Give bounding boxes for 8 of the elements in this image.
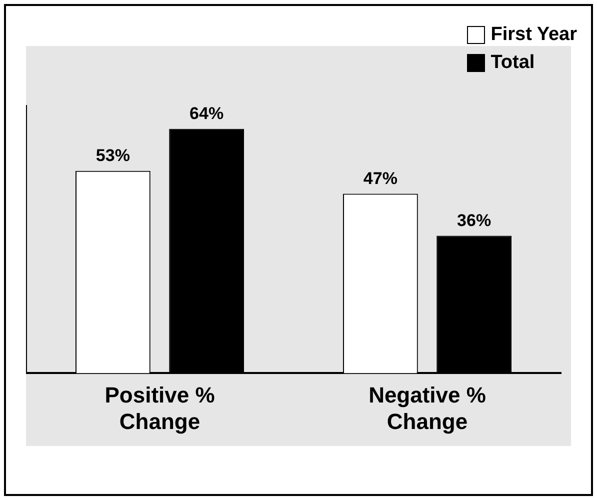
data-label: 53% — [96, 146, 130, 166]
legend-label: First Year — [490, 24, 577, 46]
x-tick-label: Positive % Change — [104, 382, 215, 434]
data-label: 36% — [457, 210, 492, 230]
data-label: 64% — [190, 104, 224, 124]
data-label: 47% — [363, 168, 398, 188]
legend-label: Total — [490, 52, 535, 74]
x-tick-label: Negative % Change — [368, 382, 486, 434]
